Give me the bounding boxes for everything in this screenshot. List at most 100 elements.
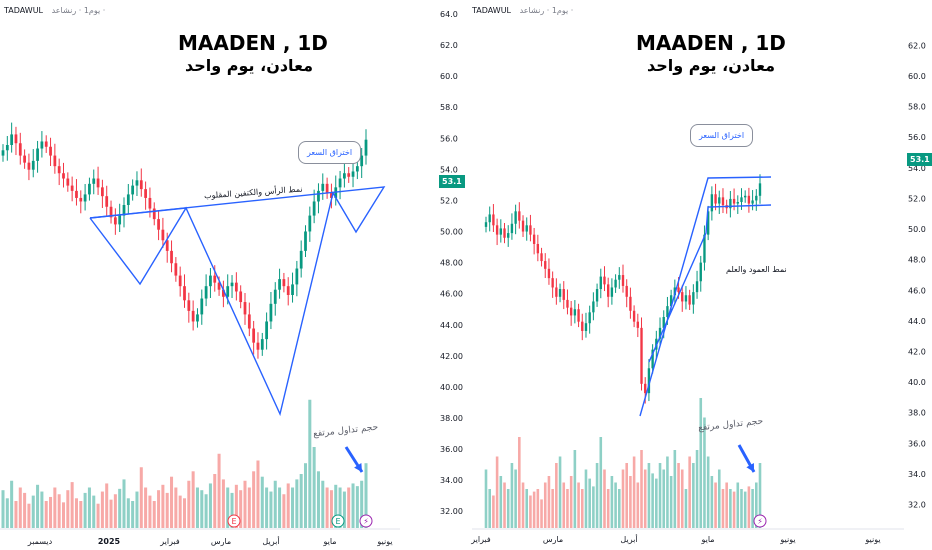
right-candle-body bbox=[603, 276, 606, 285]
left-volume-bar bbox=[57, 494, 61, 528]
right-candle-body bbox=[706, 211, 710, 235]
left-head-shoulders-pattern bbox=[89, 186, 386, 417]
left-volume-bar bbox=[148, 495, 152, 528]
right-volume-bar bbox=[495, 456, 499, 528]
right-right-axis-label: 34.0 bbox=[908, 470, 926, 479]
left-volume-bar bbox=[217, 453, 221, 528]
right-volume-bar bbox=[666, 456, 669, 528]
right-volume-bar bbox=[555, 463, 558, 528]
right-left-axis-label: 46.00 bbox=[440, 290, 463, 299]
left-volume-bar bbox=[61, 502, 66, 528]
left-volume-bar bbox=[195, 487, 199, 528]
left-volume-bar bbox=[161, 484, 165, 528]
right-left-axis-label: 54.0 bbox=[440, 165, 458, 174]
right-chart-panel[interactable]: 64.0 62.0 60.0 58.0 56.0 54.0 52.0 50.00 48.00 46… bbox=[436, 0, 932, 550]
left-candle-body bbox=[213, 275, 217, 283]
left-chart-title: MAADEN , 1D bbox=[178, 31, 328, 55]
left-chart-panel[interactable]: E E ⚡ ديسمبر 2025 فبراير مارس أبريل مايو يونيو TA… bbox=[0, 0, 400, 550]
left-candle-body bbox=[247, 314, 251, 329]
right-volume-bar bbox=[551, 489, 554, 528]
left-volume-bar bbox=[291, 487, 295, 528]
left-candle-body bbox=[273, 289, 277, 304]
right-candle-body bbox=[721, 197, 725, 206]
left-volume-bar bbox=[338, 487, 342, 528]
right-right-axis-label: 42.0 bbox=[908, 348, 926, 357]
left-candle-body bbox=[256, 342, 260, 350]
left-candle-body bbox=[62, 173, 65, 179]
left-candle-body bbox=[174, 263, 178, 276]
right-volume-bar bbox=[706, 456, 710, 528]
left-volume-bar bbox=[139, 467, 143, 528]
right-volume-bar bbox=[599, 437, 603, 528]
right-volume-bar bbox=[529, 495, 532, 528]
right-volume-bar bbox=[732, 491, 736, 528]
right-volume-bar bbox=[521, 482, 525, 528]
right-volume-bar bbox=[725, 482, 728, 528]
left-candle-body bbox=[187, 300, 191, 311]
right-candle-body bbox=[529, 225, 532, 235]
right-candle-body bbox=[729, 198, 732, 209]
left-candle-body bbox=[321, 183, 325, 191]
left-volume-bar bbox=[178, 495, 182, 528]
left-candle-body bbox=[355, 166, 359, 172]
left-candle-body bbox=[152, 208, 156, 220]
right-volume-bar bbox=[688, 456, 691, 528]
right-candle-body bbox=[555, 287, 558, 297]
left-header-meta: يوم1 · رنشاعد · bbox=[51, 6, 106, 15]
right-candle-body bbox=[692, 292, 695, 305]
right-candle-body bbox=[755, 195, 758, 201]
right-price-badge-right: 53.1 bbox=[907, 153, 932, 166]
left-symbol-header: TADAWUL يوم1 · رنشاعد · bbox=[4, 6, 105, 15]
left-chart-canvas[interactable]: E E ⚡ ديسمبر 2025 فبراير مارس أبريل مايو يونيو bbox=[0, 0, 400, 550]
left-candle-body bbox=[101, 187, 104, 197]
left-candle-body bbox=[299, 250, 303, 269]
right-volume-bar bbox=[640, 450, 643, 528]
right-volume-bar bbox=[595, 463, 599, 528]
right-volume-bar bbox=[506, 489, 510, 528]
left-exchange-label: TADAWUL bbox=[4, 6, 44, 15]
left-volume-bar bbox=[355, 486, 359, 528]
right-symbol-header: TADAWUL يوم1 · رنشاعد · bbox=[472, 6, 573, 15]
left-candle-body bbox=[109, 206, 113, 218]
left-candle-body bbox=[286, 286, 290, 295]
right-volume-bar bbox=[651, 473, 654, 528]
left-candle-body bbox=[325, 183, 329, 193]
left-volume-bar bbox=[316, 471, 320, 528]
right-right-axis-label: 56.0 bbox=[908, 133, 926, 142]
right-volume-bar bbox=[514, 469, 517, 528]
left-volume-bar bbox=[286, 483, 290, 528]
right-right-axis-label: 50.0 bbox=[908, 225, 926, 234]
left-volume-bar bbox=[360, 480, 364, 528]
left-volume-bar bbox=[312, 447, 316, 528]
right-volume-bar bbox=[684, 489, 688, 528]
right-chart-canvas[interactable]: 64.0 62.0 60.0 58.0 56.0 54.0 52.0 50.00 48.00 46… bbox=[436, 0, 932, 550]
right-flag-lower bbox=[648, 204, 772, 363]
left-volume-bar bbox=[40, 491, 44, 528]
left-volume-bar bbox=[351, 483, 355, 528]
right-right-axis-label: 38.0 bbox=[908, 409, 926, 418]
left-candle-body bbox=[234, 282, 238, 292]
right-volume-bar bbox=[618, 489, 621, 528]
left-volume-bar bbox=[122, 479, 126, 528]
right-volume-bar bbox=[540, 499, 543, 528]
right-volume-bar bbox=[643, 469, 647, 528]
right-x-tick-label: مايو bbox=[700, 535, 714, 544]
right-volume-bar bbox=[606, 489, 610, 528]
left-candle-body bbox=[148, 197, 152, 209]
left-volume-bar bbox=[208, 483, 212, 528]
left-volume-bar bbox=[347, 487, 351, 528]
left-volume-bar bbox=[74, 498, 78, 528]
left-candle-body bbox=[295, 268, 299, 285]
left-x-tick-label: 2025 bbox=[98, 537, 121, 546]
right-candle-body bbox=[484, 222, 488, 227]
left-breakout-bubble: اختراق السعر bbox=[298, 141, 362, 164]
left-candle-body bbox=[40, 141, 44, 149]
right-candle-body bbox=[629, 296, 632, 311]
right-volume-bar bbox=[699, 398, 703, 528]
left-volume-bar bbox=[260, 476, 264, 528]
left-candle-body bbox=[18, 143, 22, 156]
right-volume-bar bbox=[695, 450, 699, 528]
left-earnings-2-event-marker: E bbox=[331, 514, 345, 528]
right-volume-bar bbox=[518, 437, 521, 528]
left-volume-bar bbox=[131, 501, 135, 528]
